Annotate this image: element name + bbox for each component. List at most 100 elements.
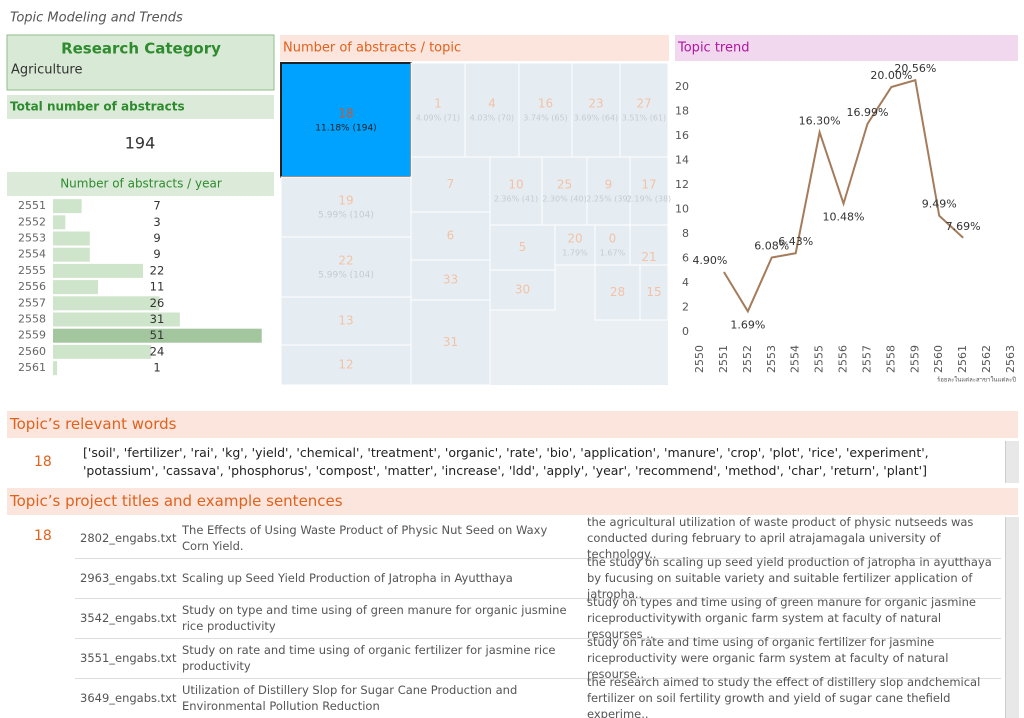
tile-label: 27 [636,97,651,111]
tile-label: 7 [447,177,455,191]
treemap-tile [280,62,412,178]
value-label: 9 [153,247,160,261]
tile-label: 13 [338,314,353,328]
y-tick-label: 4 [682,276,689,289]
tile-value-label: 4.09% (71) [416,114,460,123]
project-title: Study on rate and time using of organic … [182,643,556,673]
value-label: 31 [150,312,165,326]
tile-value-label: 5.99% (104) [318,211,374,221]
bar [53,263,144,278]
x-tick-label: 2558 [884,345,897,373]
file-name: 2802_engabs.txt [80,531,177,545]
tile-label: 19 [338,194,353,208]
tile-value-label: 2.19% (38) [627,195,671,204]
value-label: 1 [153,361,160,375]
x-tick-label: 2556 [837,345,850,373]
tile-label: 23 [588,97,603,111]
value-label: 51 [150,328,165,342]
tile-value-label: 11.18% (194) [315,124,376,134]
bar [53,247,90,262]
scrollbar[interactable] [1005,441,1019,483]
example-sentence: study on rate and time using of organic … [587,635,949,681]
example-sentence: the agricultural utilization of waste pr… [587,515,974,561]
title-row: 2963_engabs.txt Scaling up Seed Yield Pro… [75,555,1001,601]
titles-header: Topic’s project titles and example sente… [7,488,1018,515]
title-row: 3551_engabs.txt Study on rate and time us… [75,635,1001,681]
words-header: Topic’s relevant words [7,411,1018,438]
y-tick-label: 2555 [18,264,46,277]
value-label: 9.49% [922,198,957,211]
treemap-tile [619,62,669,158]
treemap-tile [518,62,573,158]
y-tick-label: 18 [675,105,689,118]
y-tick-label: 2561 [18,361,46,374]
titles-table: 2802_engabs.txt The Effects of Using Wast… [0,515,1024,718]
charts: Topic Modeling and Trends Research Categ… [6,11,1018,386]
tile-label: 0 [609,232,617,246]
bar-header [7,172,274,196]
treemap-tile [280,236,412,298]
bar [53,344,152,359]
tile-label: 31 [443,335,458,349]
project-title: Utilization of Distillery Slop for Sugar… [182,683,518,713]
y-tick-label: 12 [675,178,689,191]
y-tick-label: 2 [682,301,689,314]
value-label: 3 [153,215,160,229]
tile-label: 25 [557,178,572,192]
example-sentence: the research aimed to study the effect o… [587,675,981,718]
tile-value-label: 2.30% (40) [542,195,586,204]
tile-label: 4 [488,97,496,111]
treemap-tile [541,156,588,226]
line-note: ร้อยละในแต่ละสาขาในแต่ละปี [937,376,1016,384]
x-tick-label: 2551 [717,345,730,373]
scrollbar[interactable] [1005,517,1019,718]
tile-label: 22 [338,254,353,268]
category-value: Agriculture [11,63,83,78]
tile-label: 10 [508,178,523,192]
tile-label: 12 [338,358,353,372]
tile-value-label: 3.51% (61) [622,114,666,123]
value-label: 16.99% [846,106,888,119]
value-label: 22 [150,263,165,277]
treemap-tile [639,264,669,321]
value-label: 16.30% [799,114,841,127]
y-tick-label: 2560 [18,345,46,358]
y-tick-label: 2553 [18,232,46,245]
tile-label: 15 [646,285,661,299]
treemap-tile [594,224,631,266]
bar [53,312,180,327]
bar [53,328,262,343]
value-label: 20.56% [894,62,936,75]
value-label: 24 [150,344,165,358]
x-tick-label: 2553 [765,345,778,373]
x-tick-label: 2554 [789,345,802,373]
tile-label: 1 [434,97,442,111]
category-box [6,34,275,91]
x-tick-label: 2557 [860,345,873,373]
tile-label: 30 [515,283,530,297]
tile-value-label: 1.79% [562,249,588,258]
tile-value-label: 2.36% (41) [494,195,538,204]
value-label: 20.00% [870,69,912,82]
total-header [7,95,274,119]
y-tick-label: 2556 [18,280,46,293]
line-header [675,35,1018,61]
titles-topic: 18 [34,528,52,544]
file-name: 3551_engabs.txt [80,651,177,665]
value-label: 9 [153,231,160,245]
bar [53,280,99,295]
treemap-tile [410,299,491,386]
bar [53,199,82,214]
page-title: Topic Modeling and Trends [10,11,183,26]
treemap-tile [280,344,412,386]
words-text: ['soil', 'fertilizer', 'rai', 'kg', 'yie… [83,445,929,478]
y-tick-label: 0 [682,325,689,338]
value-label: 6.43% [778,235,813,248]
bar [53,296,160,311]
total-label: Total number of abstracts [10,100,185,114]
y-tick-label: 2551 [18,199,46,212]
value-label: 4.90% [692,254,727,267]
tile-value-label: 5.99% (104) [318,271,374,281]
title-row: 2802_engabs.txt The Effects of Using Wast… [75,515,1001,561]
